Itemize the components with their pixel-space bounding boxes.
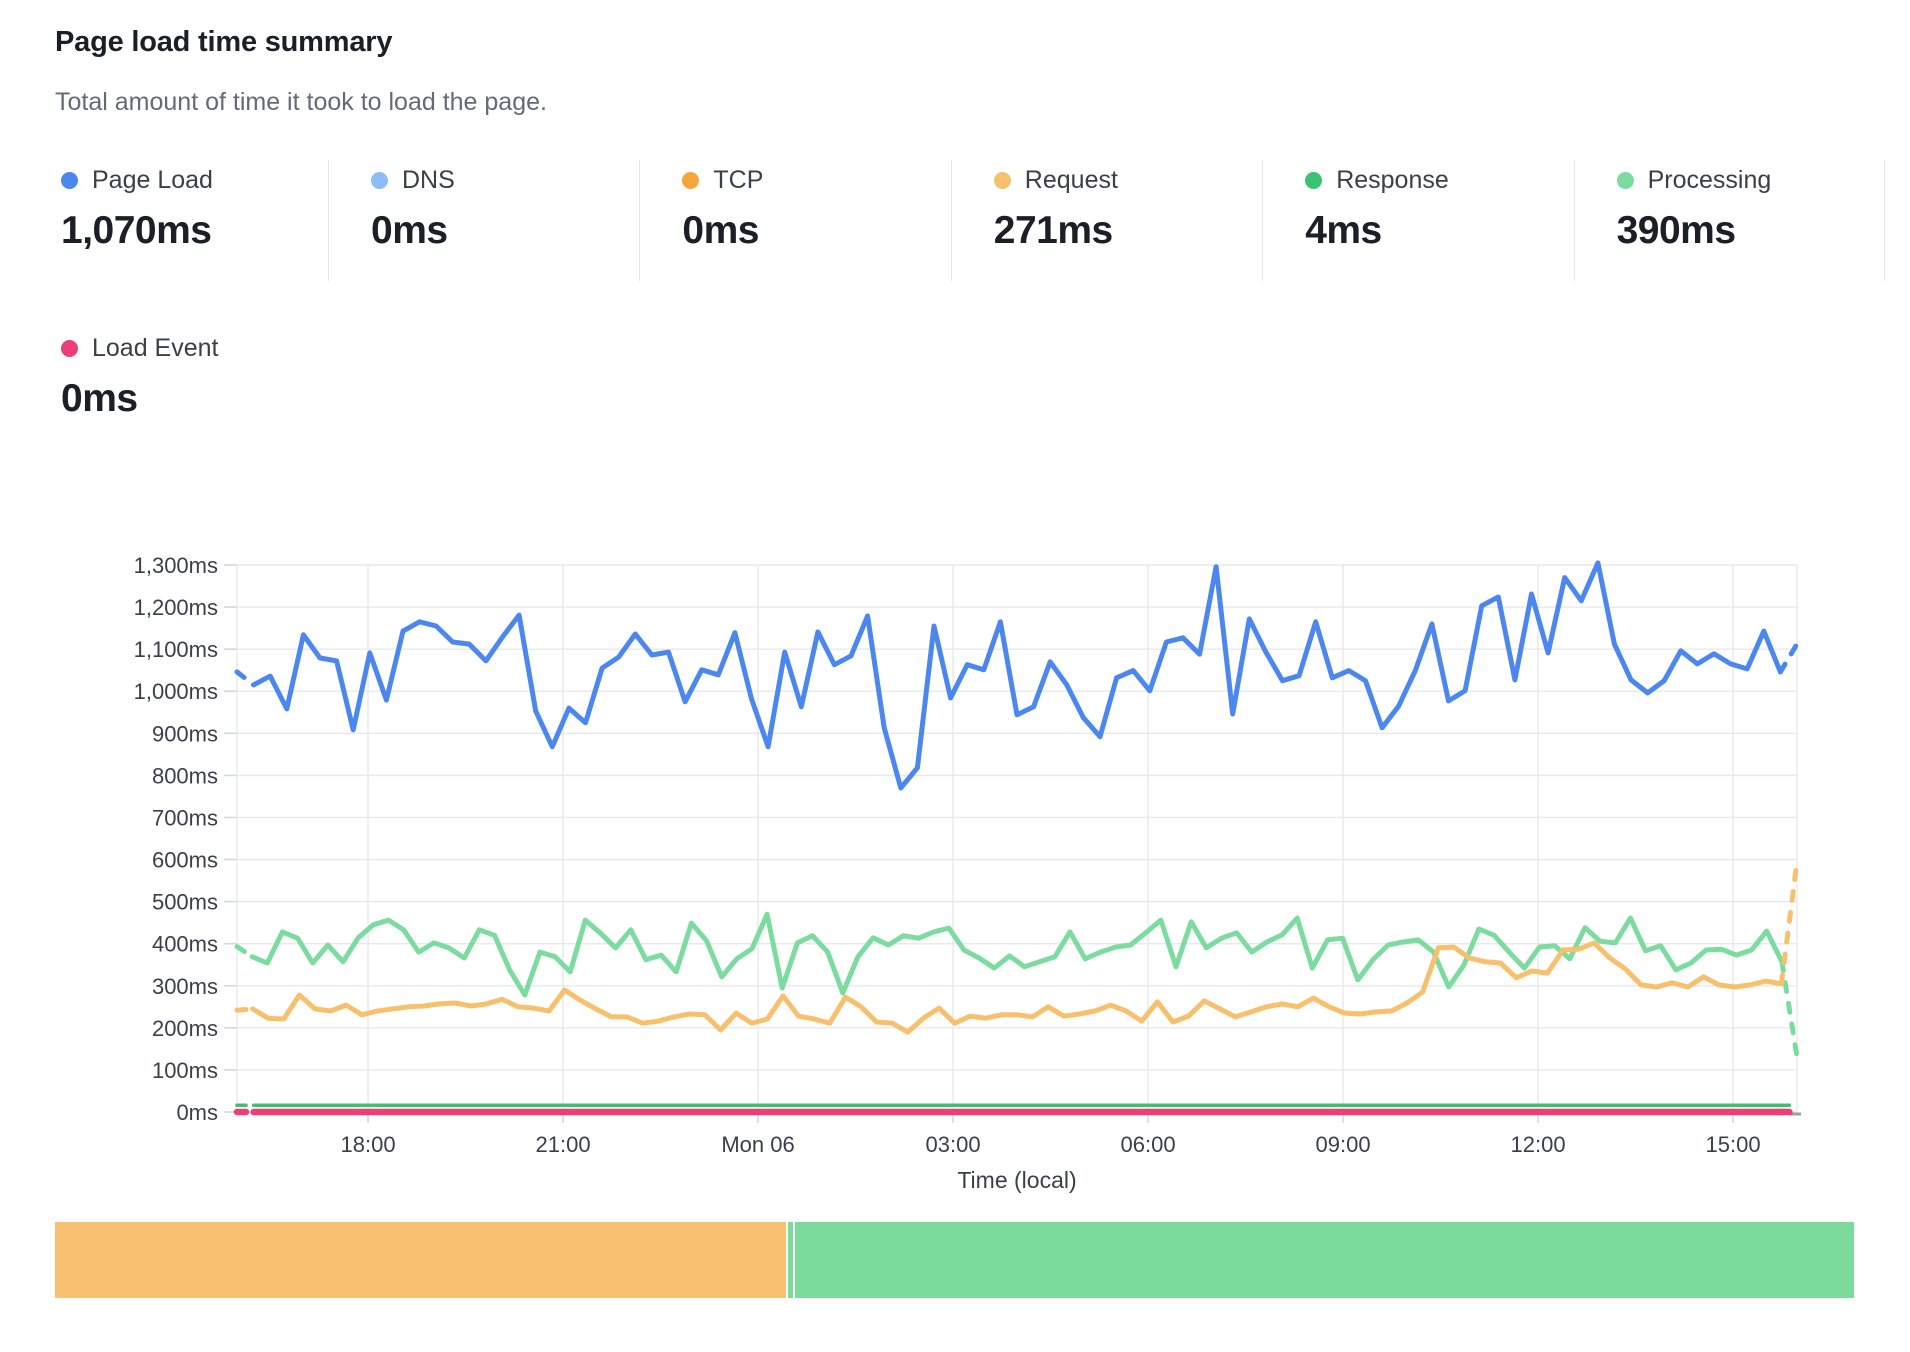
series-color-dot-icon <box>61 172 78 189</box>
series-processing-line <box>234 911 1800 1060</box>
x-tick-label: 03:00 <box>926 1132 981 1157</box>
duration-breakdown-bar <box>55 1222 1854 1298</box>
y-tick-label: 100ms <box>152 1058 218 1083</box>
x-tick-label: 15:00 <box>1706 1132 1761 1157</box>
metric-value: 0ms <box>61 377 138 420</box>
metric-response: Response 4ms <box>1262 160 1573 281</box>
series-color-dot-icon <box>371 172 388 189</box>
metric-label-text: Page Load <box>92 166 213 194</box>
metric-processing: Processing 390ms <box>1573 160 1885 281</box>
metric-label: Response <box>1305 166 1573 195</box>
metric-label-text: Response <box>1336 166 1449 194</box>
bar-segment <box>55 1222 787 1298</box>
metric-label: Request <box>993 166 1262 195</box>
metric-label: TCP <box>682 166 950 195</box>
metric-request: Request 271ms <box>950 160 1262 281</box>
metric-label-text: DNS <box>402 166 455 194</box>
metric-tcp: TCP 0ms <box>639 160 950 281</box>
metric-label-text: Load Event <box>92 334 219 362</box>
y-tick-label: 1,100ms <box>134 637 218 662</box>
series-start-dash <box>234 669 257 688</box>
series-end-dash <box>1779 959 1800 1060</box>
series-color-dot-icon <box>1305 172 1323 189</box>
y-tick-label: 300ms <box>152 974 218 999</box>
metric-load-event: Load Event 0ms <box>55 328 219 421</box>
series-color-dot-icon <box>1616 172 1634 189</box>
metric-value: 390ms <box>1616 209 1736 252</box>
metric-page-load: Page Load 1,070ms <box>55 160 328 281</box>
metric-label: DNS <box>371 166 639 195</box>
x-axis-title: Time (local) <box>957 1167 1076 1193</box>
metric-value: 1,070ms <box>61 209 212 252</box>
series-start-dash <box>234 1006 256 1013</box>
metric-label: Processing <box>1616 166 1884 195</box>
series-page-load-line <box>234 560 1800 791</box>
y-tick-label: 500ms <box>152 890 218 915</box>
y-tick-label: 700ms <box>152 805 218 830</box>
page-title: Page load time summary <box>55 26 393 58</box>
series-color-dot-icon <box>993 172 1011 189</box>
series-solid <box>251 560 1783 791</box>
x-tick-label: 18:00 <box>341 1132 396 1157</box>
series-request-line <box>234 859 1800 1035</box>
page-subtitle: Total amount of time it took to load the… <box>55 88 547 116</box>
metric-value: 4ms <box>1305 209 1382 252</box>
bar-segment <box>786 1222 789 1298</box>
y-tick-label: 1,300ms <box>134 553 218 578</box>
load-event-row: Load Event 0ms <box>55 328 219 421</box>
metric-value: 0ms <box>682 209 759 252</box>
metric-label: Load Event <box>61 334 219 363</box>
series-solid <box>249 911 1785 998</box>
metric-dns: DNS 0ms <box>328 160 639 281</box>
y-tick-label: 0ms <box>176 1100 218 1125</box>
metric-label: Page Load <box>61 166 328 195</box>
metric-value: 0ms <box>371 209 448 252</box>
bar-segment <box>788 1222 793 1298</box>
y-tick-label: 1,200ms <box>134 595 218 620</box>
series-color-dot-icon <box>61 340 78 357</box>
metric-label-text: Processing <box>1647 166 1772 194</box>
series-end-dash <box>1777 641 1800 675</box>
chart-series <box>233 560 1801 1116</box>
x-tick-label: Mon 06 <box>721 1132 794 1157</box>
bar-segment <box>794 1222 1854 1298</box>
y-tick-label: 900ms <box>152 721 218 746</box>
y-tick-label: 800ms <box>152 763 218 788</box>
metric-label-text: TCP <box>713 166 764 194</box>
x-tick-label: 06:00 <box>1121 1132 1176 1157</box>
y-tick-label: 200ms <box>152 1016 218 1041</box>
metrics-row: Page Load 1,070ms DNS 0ms TCP 0ms Request 271ms… <box>55 160 1885 281</box>
metric-label-text: Request <box>1024 166 1118 194</box>
y-tick-label: 1,000ms <box>134 679 218 704</box>
series-end-dash <box>1778 859 1800 987</box>
chart-axes-labels: 0ms 100ms 200ms 300ms 400ms 500ms 600ms 700ms 80… <box>134 553 1761 1157</box>
bar-segment <box>792 1222 795 1298</box>
metric-value: 271ms <box>993 209 1113 252</box>
x-tick-label: 12:00 <box>1511 1132 1566 1157</box>
series-start-dash <box>234 944 255 960</box>
x-tick-label: 09:00 <box>1316 1132 1371 1157</box>
chart-grid <box>224 564 1801 1123</box>
series-solid <box>250 940 1784 1035</box>
x-tick-label: 21:00 <box>536 1132 591 1157</box>
y-tick-label: 600ms <box>152 848 218 873</box>
y-tick-label: 400ms <box>152 932 218 957</box>
series-color-dot-icon <box>682 172 700 189</box>
